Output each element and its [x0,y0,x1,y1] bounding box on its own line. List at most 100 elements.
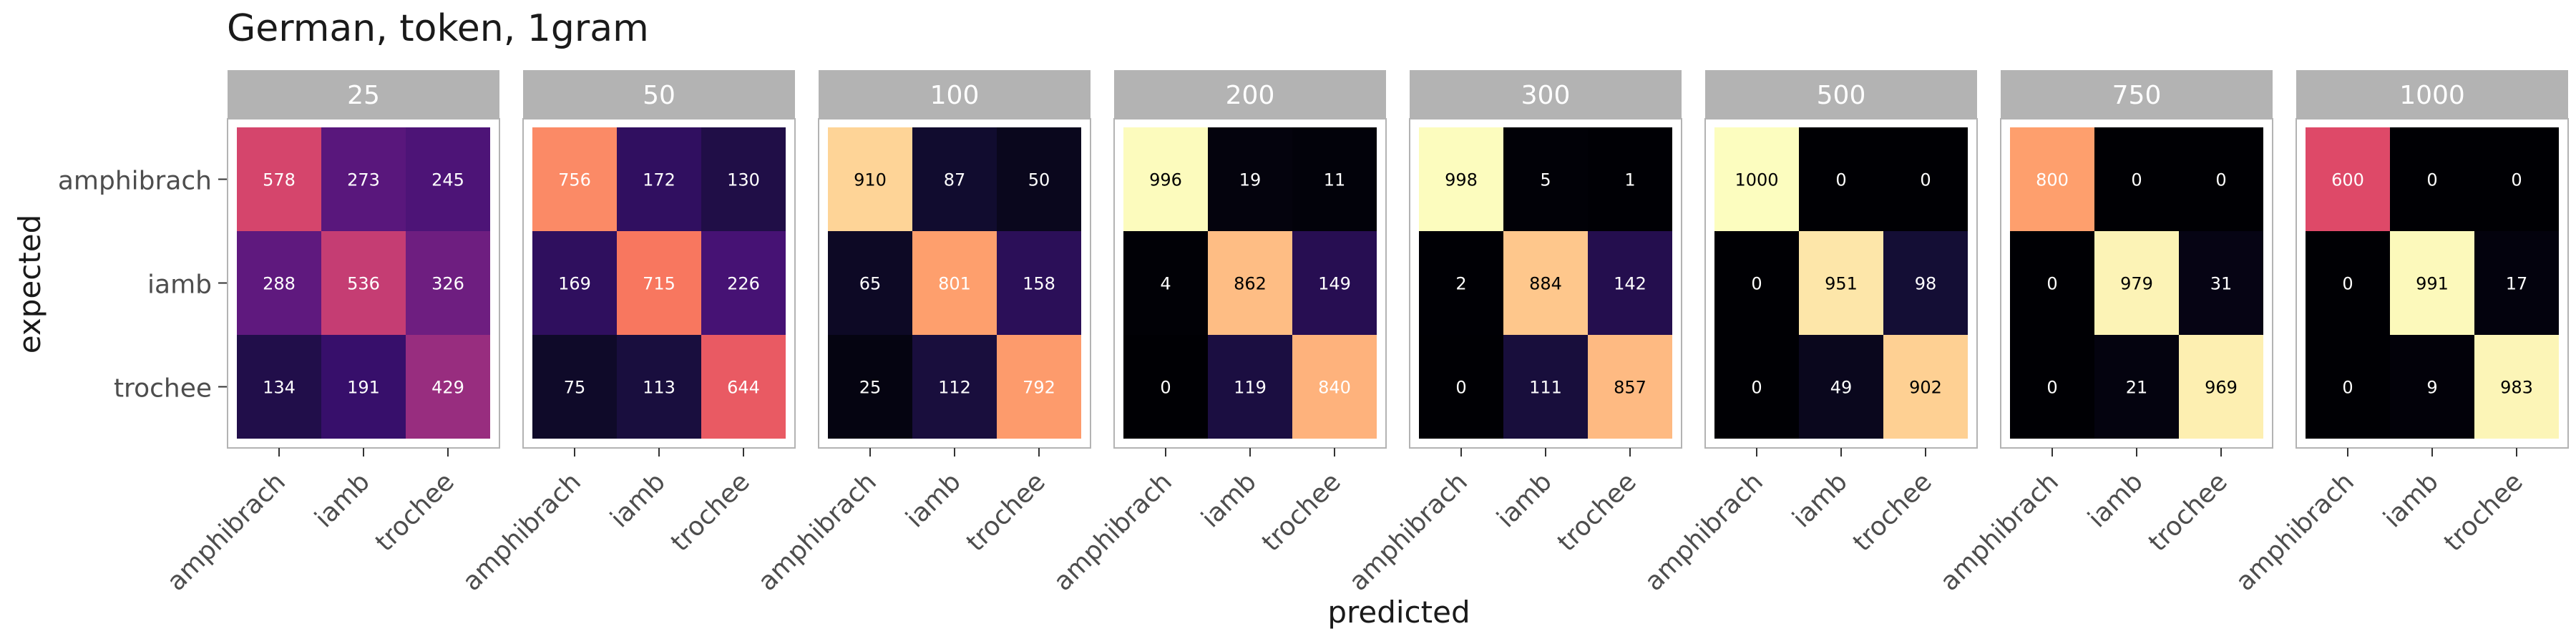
cell-value-label: 840 [1318,378,1351,398]
facet-strip-label: 100 [930,81,980,110]
cell-value-label: 158 [1023,274,1055,294]
x-tick-label: iamb [1491,467,1558,534]
cell-value-label: 0 [2342,274,2353,294]
heatmap-cell [1123,335,1208,439]
x-tick-label: amphibrach [457,467,587,597]
cell-value-label: 273 [347,170,380,190]
cell-value-label: 862 [1234,274,1267,294]
cell-value-label: 0 [2511,170,2522,190]
heatmap-cell [2390,127,2474,231]
facet-strip-label: 200 [1226,81,1275,110]
x-tick-label: iamb [605,467,671,534]
x-tick-label: iamb [1787,467,1853,534]
cell-value-label: 149 [1318,274,1351,294]
cell-value-label: 5 [1540,170,1551,190]
heatmap-cell [532,231,617,335]
cell-value-label: 600 [2331,170,2364,190]
facet-strip [2001,70,2273,119]
facet-panel: 300 998 5 1 2 884 142 0 111 857 amphibrach iambtroc… [1344,70,1682,597]
x-tick-label: amphibrach [1639,467,1769,597]
facet-strip [523,70,795,119]
cell-value-label: 429 [431,378,464,398]
heatmap-cell [997,127,1081,231]
cell-value-label: 578 [263,170,296,190]
cell-value-label: 50 [1028,170,1050,190]
facet-panel: 750 800 0 0 0 979 31 0 21 969 amphibrach iambtroche… [1935,70,2273,597]
cell-value-label: 142 [1614,274,1646,294]
heatmap-cell [1123,127,1208,231]
heatmap-cell [1799,335,1883,439]
cell-value-label: 0 [1455,378,1466,398]
cell-value-label: 644 [727,378,760,398]
facet-strip [819,70,1091,119]
x-tick-label: trochee [961,467,1051,557]
heatmap-cell [1588,335,1672,439]
cell-value-label: 31 [2210,274,2233,294]
heatmap-cell [701,231,786,335]
cell-value-label: 715 [643,274,675,294]
cell-value-label: 800 [2036,170,2069,190]
cell-value-label: 979 [2120,274,2153,294]
heatmap-cell [2474,127,2559,231]
cell-value-label: 0 [2046,274,2057,294]
y-tick-label: amphibrach [58,167,212,196]
heatmap-cell [828,127,912,231]
cell-value-label: 0 [2131,170,2142,190]
x-tick-label: trochee [1848,467,1938,557]
heatmap-cell [2390,231,2474,335]
heatmap-cell [237,127,321,231]
heatmap-cell [2179,335,2263,439]
cell-value-label: 801 [938,274,971,294]
cell-value-label: 983 [2500,378,2533,398]
heatmap-cell [2474,335,2559,439]
heatmap-cell [2306,127,2390,231]
heatmap-cell [532,127,617,231]
cell-value-label: 2 [1455,274,1466,294]
heatmap-cell [1714,335,1799,439]
heatmap-cell [701,127,786,231]
x-tick-label: trochee [665,467,756,557]
y-tick-label: trochee [114,374,212,404]
cell-value-label: 996 [1149,170,1182,190]
heatmap-cell [321,231,406,335]
x-tick-label: amphibrach [753,467,882,597]
cell-value-label: 0 [2215,170,2226,190]
heatmap-cell [2306,335,2390,439]
cell-value-label: 65 [859,274,882,294]
cell-value-label: 0 [1835,170,1846,190]
cell-value-label: 536 [347,274,380,294]
cell-value-label: 902 [1909,378,1942,398]
heatmap-cell [1292,335,1377,439]
facet-panel: 200 996 19 11 4 862 149 0 119 840 amphibrach iambtr… [1048,70,1387,597]
cell-value-label: 969 [2205,378,2238,398]
heatmap-cell [1503,231,1588,335]
cell-value-label: 119 [1234,378,1267,398]
heatmap-cell [1503,127,1588,231]
y-axis-title: expected [12,215,47,354]
heatmap-cell [1123,231,1208,335]
heatmap-cell [912,335,997,439]
x-tick-label: amphibrach [162,467,291,597]
cell-value-label: 75 [564,378,586,398]
cell-value-label: 998 [1445,170,1478,190]
x-tick-label: iamb [309,467,376,534]
heatmap-cell [406,231,490,335]
y-tick-labels: amphibrach iamb trochee [58,167,227,404]
x-tick-label: trochee [370,467,460,557]
cell-value-label: 49 [1830,378,1853,398]
heatmap-cell [912,127,997,231]
heatmap-cell [2179,231,2263,335]
cell-value-label: 9 [2426,378,2437,398]
cell-value-label: 1 [1624,170,1635,190]
x-tick-label: trochee [2439,467,2529,557]
heatmap-cell [997,231,1081,335]
facet-strip-label: 300 [1521,81,1571,110]
cell-value-label: 991 [2416,274,2449,294]
cell-value-label: 112 [938,378,971,398]
cell-value-label: 191 [347,378,380,398]
heatmap-cell [1588,127,1672,231]
cell-value-label: 113 [643,378,675,398]
heatmap-cell [1883,231,1968,335]
cell-value-label: 857 [1614,378,1646,398]
